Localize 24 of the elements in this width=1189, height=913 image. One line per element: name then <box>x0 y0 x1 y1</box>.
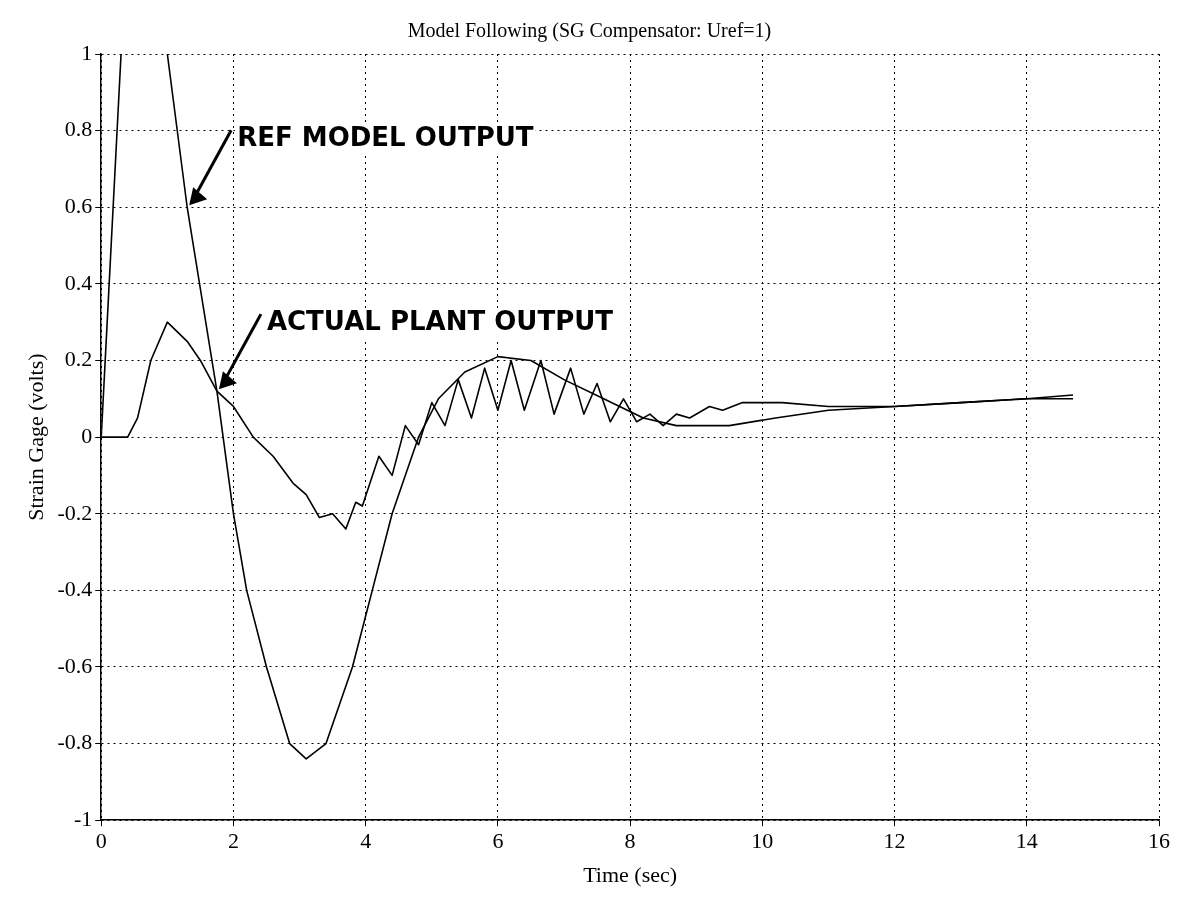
x-axis-title: Time (sec) <box>583 861 678 887</box>
y-tick-label: 1 <box>81 39 93 65</box>
x-tick-label: 16 <box>1148 828 1170 854</box>
x-tick-label: 12 <box>883 828 906 854</box>
chart-title: Model Following (SG Compensator: Uref=1) <box>407 19 772 43</box>
annotation: REF MODEL OUTPUT <box>237 121 534 152</box>
y-tick-label: -0.4 <box>57 576 93 602</box>
y-tick-label: 0.6 <box>64 193 93 219</box>
y-tick-label: -0.2 <box>57 499 93 525</box>
annotation: ACTUAL PLANT OUTPUT <box>266 305 614 336</box>
y-tick-label: -1 <box>73 805 93 831</box>
x-tick-label: 14 <box>1015 828 1038 854</box>
x-tick-label: 6 <box>492 828 504 854</box>
x-tick-label: 8 <box>624 828 636 854</box>
y-tick-label: -0.6 <box>57 652 93 678</box>
y-tick-label: 0.4 <box>64 269 93 295</box>
y-axis-title: Strain Gage (volts) <box>22 353 48 521</box>
x-tick-label: 10 <box>751 828 774 854</box>
y-tick-label: 0.2 <box>64 346 93 372</box>
y-tick-label: 0.8 <box>64 116 93 142</box>
y-tick-label: -0.8 <box>57 729 93 755</box>
y-tick-label: 0 <box>81 422 93 448</box>
x-tick-label: 4 <box>360 828 372 854</box>
x-tick-label: 2 <box>227 828 239 854</box>
